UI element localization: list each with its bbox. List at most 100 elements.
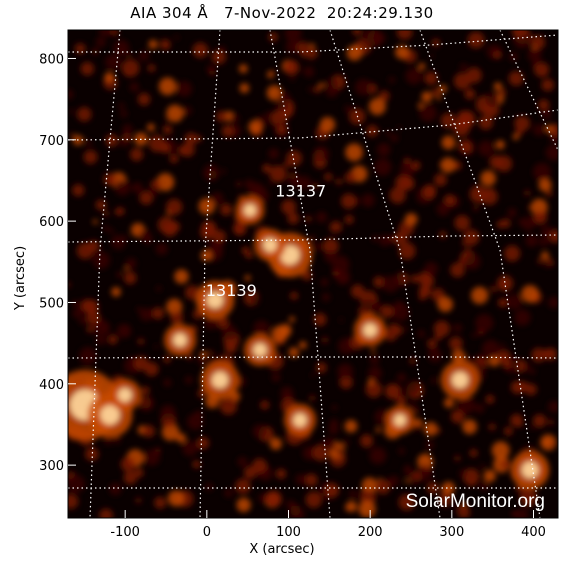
emission-blob [154,344,159,349]
emission-blob [290,507,305,518]
emission-blob [495,140,505,150]
image-title: AIA 304 Å 7-Nov-2022 20:24:29.130 [130,4,434,22]
emission-blob [289,316,295,323]
emission-blob [508,52,518,62]
emission-blob [313,313,327,326]
emission-blob [418,285,431,298]
emission-blob [138,50,150,62]
x-tick-label: 0 [203,525,211,540]
emission-blob [204,316,218,330]
emission-blob [344,105,352,113]
emission-blob [80,61,95,76]
emission-blob [514,309,531,326]
emission-blob [341,193,357,209]
emission-blob [480,170,496,187]
emission-blob [209,69,216,76]
emission-blob [68,282,71,288]
emission-blob [236,497,251,513]
emission-blob [424,466,430,472]
emission-blob [339,375,353,389]
emission-blob [479,481,489,491]
emission-blob [437,296,454,313]
emission-blob [481,188,498,206]
emission-blob [439,84,447,93]
emission-blob [205,482,214,492]
emission-blob [119,138,129,148]
emission-blob [375,427,381,433]
emission-blob [278,91,290,103]
emission-blob [449,336,463,351]
emission-blob [203,164,220,181]
emission-blob [117,272,122,277]
emission-blob [459,259,465,265]
emission-blob [521,216,536,231]
bright-core [293,413,307,427]
emission-blob [512,133,519,141]
emission-blob [367,366,382,381]
emission-blob [238,64,248,74]
emission-blob [170,311,184,325]
emission-blob [344,215,354,225]
emission-blob [322,337,328,343]
emission-blob [250,295,260,305]
emission-blob [419,104,437,122]
emission-blob [307,87,313,92]
emission-blob [184,376,193,384]
emission-blob [174,269,189,284]
emission-blob [160,404,176,421]
emission-blob [511,511,517,516]
emission-blob [450,409,465,424]
x-tick-label: 400 [521,525,546,540]
emission-blob [510,414,524,427]
emission-blob [86,325,94,333]
emission-blob [208,350,214,356]
emission-blob [430,53,435,58]
y-axis: 300 400 500 600 700 800 [39,52,76,474]
emission-blob [398,494,415,511]
emission-blob [500,343,505,348]
bright-core [211,371,229,389]
emission-blob [281,199,297,215]
emission-blob [491,441,510,460]
emission-blob [122,123,133,135]
emission-blob [266,85,283,101]
emission-blob [367,379,375,386]
bright-core [206,291,224,309]
emission-blob [156,285,162,292]
latitude-line [68,234,558,243]
emission-blob [312,182,319,189]
emission-blob [410,274,419,283]
emission-blob [439,231,447,239]
emission-blob [417,453,434,470]
emission-blob [258,493,268,503]
emission-blob [457,506,471,518]
bright-core [243,203,257,217]
emission-blob [108,228,115,234]
x-axis: -100 0 100 200 300 400 [110,510,546,540]
emission-blob [253,320,270,337]
emission-blob [103,173,117,186]
emission-blob [152,307,165,320]
emission-blob [434,173,447,187]
emission-blob [335,178,343,185]
emission-blob [269,165,287,183]
emission-blob [144,362,159,377]
emission-blob [198,197,216,215]
emission-blob [280,386,294,400]
emission-blob [220,45,226,51]
emission-blob [527,48,542,63]
emission-blob [105,134,119,147]
latitude-line [68,34,558,53]
emission-blob [142,424,155,438]
emission-blob [394,273,405,285]
emission-blob [540,225,552,237]
emission-blob [478,140,494,157]
emission-blob [271,372,281,382]
emission-blob [361,299,375,313]
emission-blob [346,44,363,61]
emission-blob [547,296,558,309]
bright-core [253,343,267,357]
emission-blob [334,229,339,234]
emission-blob [358,500,376,518]
emission-blob [541,251,550,260]
